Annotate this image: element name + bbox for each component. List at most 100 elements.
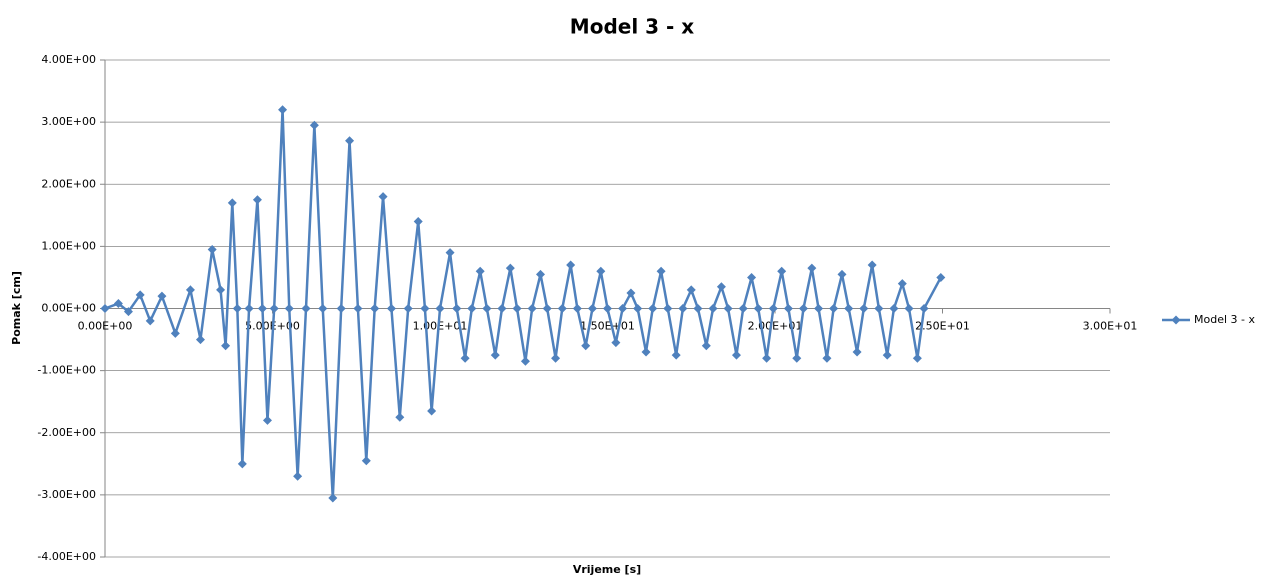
- data-point: [452, 304, 462, 313]
- data-point: [648, 304, 658, 313]
- y-tick-label: 3.00E+00: [41, 115, 96, 128]
- data-point: [505, 263, 515, 273]
- data-point: [822, 353, 832, 363]
- data-point: [262, 415, 272, 425]
- data-point: [257, 304, 267, 313]
- data-point: [701, 341, 711, 351]
- y-tick-label: -4.00E+00: [37, 550, 96, 563]
- data-point: [829, 304, 839, 313]
- data-point: [611, 338, 621, 348]
- data-point: [157, 291, 167, 301]
- data-point: [420, 304, 430, 313]
- legend-marker: [1171, 315, 1181, 325]
- data-point: [386, 304, 396, 313]
- data-point: [301, 304, 311, 313]
- data-point: [542, 304, 552, 313]
- data-point: [100, 304, 110, 313]
- data-point: [536, 269, 545, 279]
- data-point: [572, 304, 582, 313]
- data-point: [370, 304, 380, 313]
- data-point: [207, 244, 217, 254]
- data-point: [837, 269, 847, 279]
- data-point: [353, 304, 363, 313]
- data-point: [445, 248, 455, 258]
- data-point: [798, 304, 808, 313]
- data-point: [716, 282, 726, 292]
- data-point: [783, 304, 793, 313]
- y-tick-label: 0.00E+00: [41, 302, 96, 315]
- data-point: [678, 304, 688, 313]
- data-point: [403, 304, 413, 313]
- data-point: [663, 304, 673, 313]
- data-point: [633, 304, 643, 313]
- data-point: [731, 350, 741, 360]
- data-point: [814, 304, 824, 313]
- data-point: [293, 471, 303, 481]
- data-point: [656, 266, 666, 276]
- data-point: [897, 279, 907, 289]
- y-tick-label: -3.00E+00: [37, 488, 96, 501]
- data-point: [641, 347, 651, 357]
- legend-label: Model 3 - x: [1194, 313, 1255, 326]
- data-point: [936, 272, 946, 282]
- data-point: [889, 304, 899, 313]
- data-point: [686, 285, 696, 295]
- data-point: [603, 304, 612, 313]
- data-point: [427, 406, 437, 416]
- x-tick-label: 3.00E+01: [1083, 320, 1138, 333]
- data-point: [671, 350, 681, 360]
- data-point: [361, 456, 371, 466]
- data-point: [587, 304, 597, 313]
- data-point: [195, 335, 205, 345]
- data-point: [768, 304, 778, 313]
- chart-title: Model 3 - x: [570, 15, 694, 39]
- data-point: [792, 353, 802, 363]
- data-point: [747, 272, 757, 282]
- data-point: [807, 263, 817, 273]
- data-point: [512, 304, 522, 313]
- data-point: [460, 353, 470, 363]
- data-point: [413, 217, 423, 227]
- data-point: [284, 304, 294, 313]
- data-point: [844, 304, 854, 313]
- y-tick-label: 1.00E+00: [41, 239, 96, 252]
- data-point: [626, 288, 636, 298]
- data-point: [475, 266, 485, 276]
- data-point: [345, 136, 355, 146]
- data-point: [435, 304, 445, 313]
- data-point: [232, 304, 242, 313]
- data-point: [252, 195, 262, 205]
- data-point: [490, 350, 500, 360]
- data-point: [912, 353, 922, 363]
- x-tick-label: 2.00E+01: [748, 320, 803, 333]
- y-axis-title: Pomak [cm]: [10, 271, 23, 345]
- data-point: [318, 304, 328, 313]
- x-tick-label: 1.50E+01: [580, 320, 635, 333]
- x-tick-label: 2.50E+01: [915, 320, 970, 333]
- data-point: [336, 304, 346, 313]
- data-point: [596, 266, 606, 276]
- data-point: [309, 120, 319, 130]
- data-point: [859, 304, 869, 313]
- data-point: [123, 307, 133, 317]
- data-point: [482, 304, 492, 313]
- data-point: [904, 304, 914, 313]
- data-point: [708, 304, 718, 313]
- y-tick-label: -1.00E+00: [37, 364, 96, 377]
- data-point: [852, 347, 862, 357]
- data-point: [867, 260, 877, 270]
- data-point: [467, 304, 477, 313]
- data-point: [618, 304, 628, 313]
- y-tick-label: 2.00E+00: [41, 177, 96, 190]
- data-point: [216, 285, 226, 295]
- data-point: [520, 356, 530, 366]
- data-point: [693, 304, 703, 313]
- y-tick-label: -2.00E+00: [37, 426, 96, 439]
- data-point: [237, 459, 247, 469]
- data-point: [777, 266, 787, 276]
- x-axis-title: Vrijeme [s]: [573, 563, 641, 576]
- data-point: [170, 328, 180, 338]
- y-tick-label: 4.00E+00: [41, 53, 96, 66]
- data-point: [185, 285, 195, 295]
